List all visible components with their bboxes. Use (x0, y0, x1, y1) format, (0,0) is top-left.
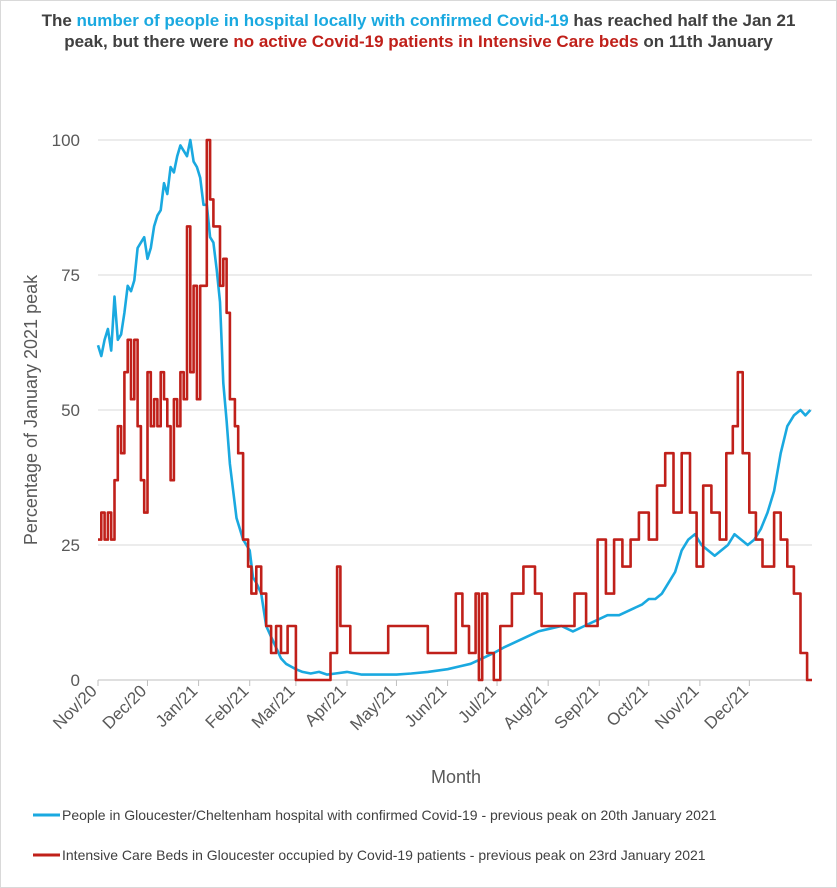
x-tick-label: Mar/21 (248, 681, 299, 732)
x-tick-label: Aug/21 (499, 681, 551, 733)
x-tick-label: Jun/21 (401, 681, 451, 731)
legend-label-hospital: People in Gloucester/Cheltenham hospital… (62, 807, 717, 823)
x-tick-label: Nov/21 (651, 681, 703, 733)
title-part: has reached half the Jan 21 peak, but th… (64, 11, 796, 51)
y-tick-label: 100 (52, 131, 80, 150)
x-tick-label: Jan/21 (152, 681, 202, 731)
chart-title: The number of people in hospital locally… (40, 10, 797, 52)
x-tick-label: Dec/20 (99, 681, 151, 733)
series-line-hospital (96, 138, 812, 676)
gridlines (97, 139, 812, 686)
legend: People in Gloucester/Cheltenham hospital… (33, 807, 717, 863)
series-lines (96, 138, 812, 682)
x-tick-label: Feb/21 (202, 681, 253, 732)
y-tick-label: 50 (61, 401, 80, 420)
x-tick-label: Dec/21 (701, 681, 753, 733)
title-highlight-icu: no active Covid-19 patients in Intensive… (233, 32, 639, 51)
series-line-icu (98, 138, 812, 682)
y-axis-title: Percentage of January 2021 peak (21, 274, 41, 545)
x-tick-label: Sep/21 (551, 681, 603, 733)
title-highlight-hospital: number of people in hospital locally wit… (76, 11, 569, 30)
y-tick-labels: 0 25 50 75 100 (52, 131, 80, 690)
x-axis-title: Month (431, 767, 481, 787)
title-part: on 11th January (638, 32, 773, 51)
legend-label-icu: Intensive Care Beds in Gloucester occupi… (62, 847, 706, 863)
x-tick-label: Oct/21 (603, 681, 652, 730)
x-tick-label: Apr/21 (301, 681, 350, 730)
x-tick-label: Jul/21 (454, 681, 500, 727)
y-tick-label: 75 (61, 266, 80, 285)
x-tick-label: May/21 (346, 681, 399, 734)
y-tick-label: 0 (71, 671, 80, 690)
y-tick-label: 25 (61, 536, 80, 555)
title-part: The (41, 11, 77, 30)
